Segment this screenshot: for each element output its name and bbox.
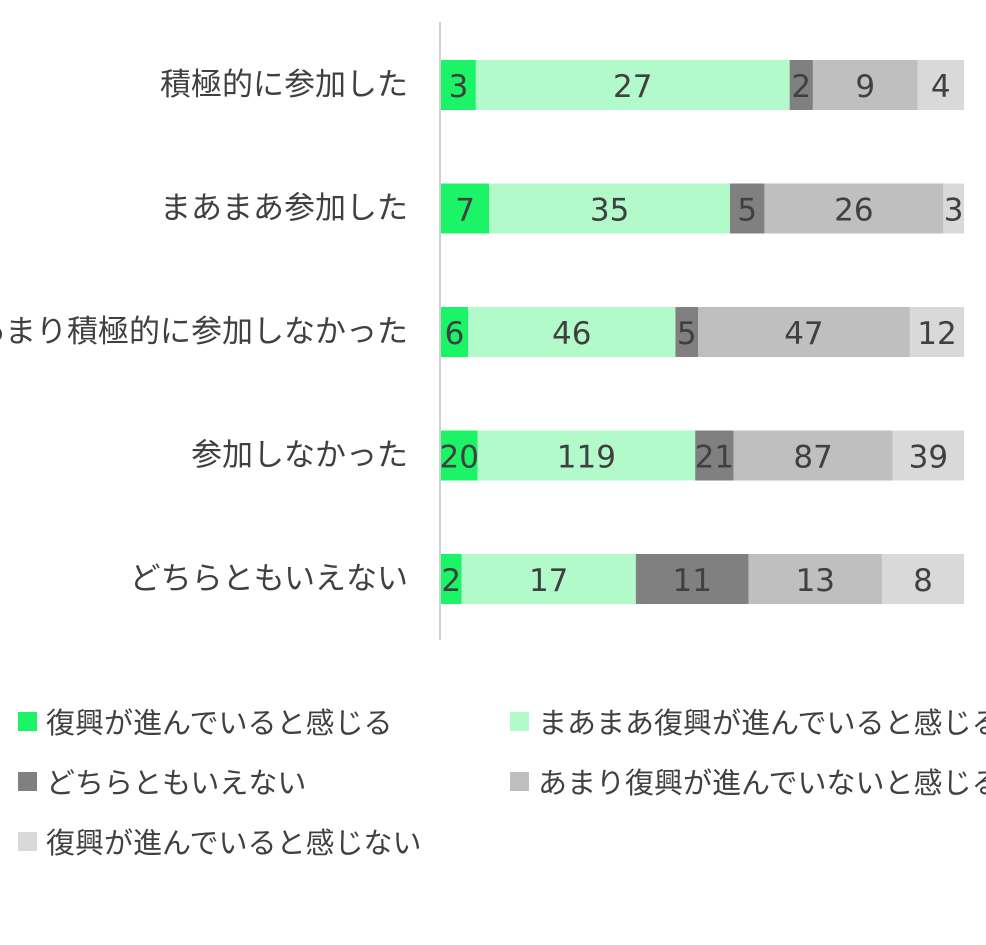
bar-segment-1-2 [730, 183, 765, 234]
bar-segment-3-0 [441, 430, 478, 481]
legend-label-2: どちらともいえない [46, 766, 307, 800]
legend-item-0: 復興が進んでいると感じる [18, 700, 393, 742]
data-label-4-3: 13 [796, 563, 835, 599]
data-label-3-0: 20 [440, 440, 479, 476]
legend-swatch-1 [510, 711, 529, 731]
legend-item-3: あまり復興が進んでいないと感じる [510, 760, 986, 802]
data-label-1-3: 26 [834, 193, 873, 229]
legend: 復興が進んでいると感じる まあまあ復興が進んでいると感じる どちらともいえない … [0, 690, 986, 870]
category-label-1: まあまあ参加した [160, 191, 408, 227]
bar-segment-0-2 [789, 60, 813, 110]
data-label-3-4: 39 [909, 440, 948, 476]
legend-swatch-3 [510, 771, 529, 791]
bar-segment-4-1 [461, 554, 636, 604]
data-label-2-3: 47 [784, 316, 823, 352]
category-label-3: 参加しなかった [191, 438, 408, 474]
data-label-1-2: 5 [737, 193, 757, 229]
legend-item-1: まあまあ復興が進んでいると感じる [510, 700, 986, 742]
category-label-4: どちらともいえない [130, 561, 408, 597]
bar-segment-0-0 [441, 60, 476, 110]
bar-segment-2-4 [909, 307, 964, 357]
bar-segment-1-4 [943, 183, 964, 234]
bar-segment-4-3 [748, 554, 882, 604]
bar-segment-3-4 [892, 430, 964, 481]
data-label-1-4: 3 [944, 193, 964, 229]
bar-segment-3-2 [695, 430, 734, 481]
data-label-0-4: 4 [931, 69, 951, 105]
bar-segment-2-0 [441, 307, 469, 357]
bar-segment-2-3 [697, 307, 910, 357]
data-label-1-1: 35 [590, 193, 629, 229]
data-label-2-0: 6 [445, 316, 465, 352]
bar-segment-1-3 [764, 183, 944, 234]
data-label-3-2: 21 [695, 440, 734, 476]
data-label-0-3: 9 [855, 69, 875, 105]
data-label-4-1: 17 [529, 563, 568, 599]
data-label-1-0: 7 [455, 193, 475, 229]
legend-swatch-4 [18, 831, 37, 851]
legend-swatch-0 [18, 711, 37, 731]
data-label-4-2: 11 [673, 563, 712, 599]
bar-segment-0-3 [812, 60, 918, 110]
bar-segment-2-2 [675, 307, 698, 357]
bar-segment-3-1 [477, 430, 696, 481]
data-label-3-1: 119 [557, 440, 616, 476]
data-label-2-2: 5 [677, 316, 697, 352]
legend-item-2: どちらともいえない [18, 760, 306, 802]
bar-segment-2-1 [468, 307, 676, 357]
bar-segment-4-2 [635, 554, 749, 604]
legend-item-4: 復興が進んでいると感じない [18, 820, 422, 862]
data-label-0-1: 27 [613, 69, 652, 105]
legend-label-3: あまり復興が進んでいないと感じる [538, 766, 986, 800]
data-label-2-4: 12 [917, 316, 956, 352]
bar-segment-0-1 [475, 60, 790, 110]
legend-swatch-2 [18, 771, 37, 791]
data-label-4-0: 2 [441, 563, 461, 599]
legend-label-4: 復興が進んでいると感じない [46, 826, 422, 860]
category-label-0: 積極的に参加した [160, 67, 408, 103]
data-label-2-1: 46 [552, 316, 591, 352]
legend-label-0: 復興が進んでいると感じる [46, 706, 393, 740]
bar-segment-1-1 [489, 183, 731, 234]
legend-label-1: まあまあ復興が進んでいると感じる [538, 706, 986, 740]
data-label-0-0: 3 [449, 69, 469, 105]
bar-segment-3-3 [733, 430, 893, 481]
data-label-4-4: 8 [913, 563, 933, 599]
bar-segment-4-0 [441, 554, 462, 604]
data-label-3-3: 87 [793, 440, 832, 476]
bar-segment-0-4 [917, 60, 964, 110]
bar-segment-1-0 [441, 183, 490, 234]
category-label-2: あまり積極的に参加しなかった [0, 314, 408, 350]
bar-segment-4-4 [881, 554, 964, 604]
data-label-0-2: 2 [791, 69, 811, 105]
